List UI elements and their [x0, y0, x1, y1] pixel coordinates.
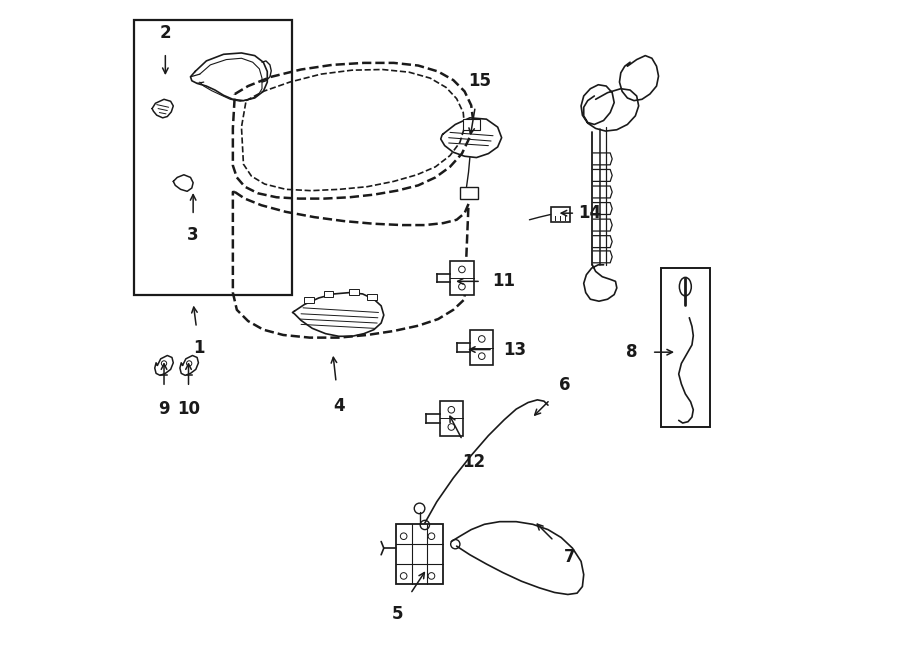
Text: 14: 14	[579, 204, 601, 222]
Bar	[450, 261, 473, 295]
Text: 10: 10	[177, 401, 200, 418]
Bar	[460, 187, 479, 199]
Text: 12: 12	[463, 453, 486, 471]
Bar	[349, 289, 358, 295]
Text: 13: 13	[504, 340, 526, 359]
Text: 8: 8	[626, 343, 637, 361]
Bar	[304, 297, 313, 303]
Text: 3: 3	[187, 226, 199, 244]
Bar	[396, 524, 444, 584]
Text: 5: 5	[392, 605, 403, 623]
Text: 4: 4	[333, 397, 345, 416]
Bar	[661, 268, 710, 427]
Text: 1: 1	[194, 339, 205, 357]
Bar	[440, 401, 463, 436]
Text: 9: 9	[158, 401, 170, 418]
Bar	[470, 330, 493, 365]
Bar	[464, 119, 480, 130]
Text: 11: 11	[491, 272, 515, 291]
Text: 2: 2	[159, 24, 171, 42]
Text: 7: 7	[564, 547, 576, 566]
Bar	[133, 20, 292, 295]
Text: 15: 15	[468, 72, 491, 90]
Bar	[551, 207, 571, 222]
Bar	[367, 294, 376, 300]
Text: 6: 6	[559, 376, 571, 394]
Bar	[324, 291, 334, 297]
